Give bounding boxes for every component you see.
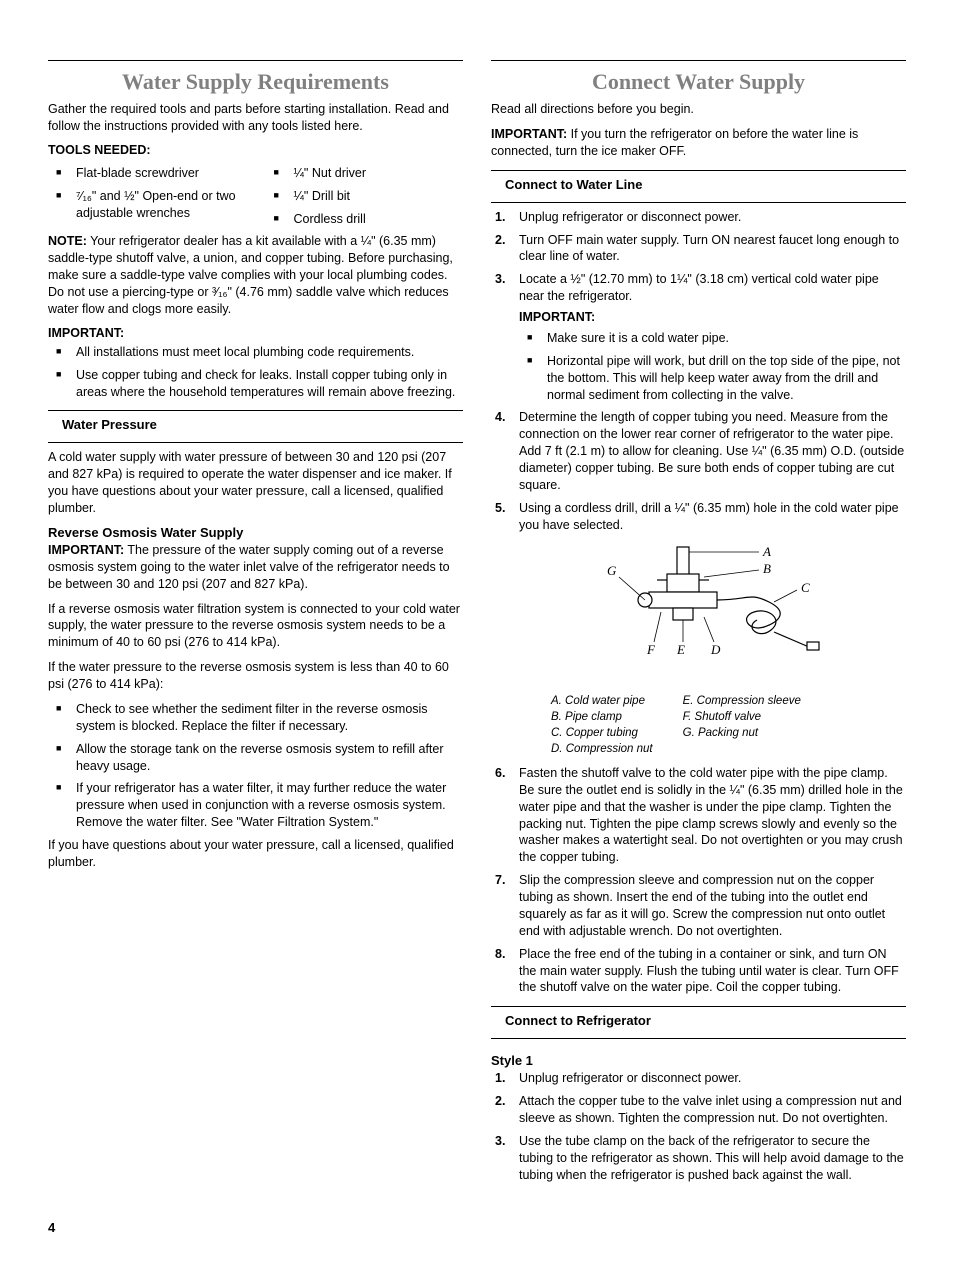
- page-number: 4: [48, 1220, 906, 1235]
- step-item: 4.Determine the length of copper tubing …: [491, 409, 906, 493]
- step-item: 3.Locate a ½" (12.70 mm) to 1¼" (3.18 cm…: [491, 271, 906, 403]
- note-label: NOTE:: [48, 234, 87, 248]
- divider: [48, 442, 463, 443]
- step-text: Turn OFF main water supply. Turn ON near…: [519, 233, 899, 264]
- section-title-water-requirements: Water Supply Requirements: [48, 60, 463, 95]
- divider: [491, 1006, 906, 1007]
- step-text: Determine the length of copper tubing yo…: [519, 410, 904, 492]
- step-text: Fasten the shutoff valve to the cold wat…: [519, 766, 903, 864]
- step-text: Unplug refrigerator or disconnect power.: [519, 1071, 741, 1085]
- reverse-osmosis-heading: Reverse Osmosis Water Supply: [48, 525, 463, 540]
- tool-item: ¼" Nut driver: [266, 165, 464, 182]
- tools-list-left: Flat-blade screwdriver ⁷⁄₁₆" and ½" Open…: [48, 165, 246, 222]
- step-text: Unplug refrigerator or disconnect power.: [519, 210, 741, 224]
- ro-item: Allow the storage tank on the reverse os…: [48, 741, 463, 775]
- connect-steps-cont: 6.Fasten the shutoff valve to the cold w…: [491, 765, 906, 996]
- step3-subitem: Horizontal pipe will work, but drill on …: [519, 353, 906, 404]
- diagram-label-d: D: [710, 642, 721, 657]
- important-item: Use copper tubing and check for leaks. I…: [48, 367, 463, 401]
- diagram-label-f: F: [646, 642, 656, 657]
- divider: [491, 1038, 906, 1039]
- two-column-layout: Water Supply Requirements Gather the req…: [48, 60, 906, 1190]
- ro-important-label: IMPORTANT:: [48, 543, 124, 557]
- left-column: Water Supply Requirements Gather the req…: [48, 60, 463, 1190]
- step-item: 8.Place the free end of the tubing in a …: [491, 946, 906, 997]
- step-text: Locate a ½" (12.70 mm) to 1¼" (3.18 cm) …: [519, 272, 879, 303]
- note-paragraph: NOTE: Your refrigerator dealer has a kit…: [48, 233, 463, 317]
- diagram-label-b: B: [763, 561, 771, 576]
- legend-right-col: E. Compression sleeve F. Shutoff valve G…: [683, 693, 801, 757]
- legend-item: D. Compression nut: [551, 741, 653, 757]
- connect-water-line-heading: Connect to Water Line: [491, 177, 906, 192]
- step3-sublist: Make sure it is a cold water pipe. Horiz…: [519, 330, 906, 404]
- ro-item: Check to see whether the sediment filter…: [48, 701, 463, 735]
- important-label: IMPORTANT:: [48, 326, 463, 340]
- tool-item: Flat-blade screwdriver: [48, 165, 246, 182]
- intro-text-right: Read all directions before you begin.: [491, 101, 906, 118]
- step-text: Use the tube clamp on the back of the re…: [519, 1134, 904, 1182]
- step-item: 1.Unplug refrigerator or disconnect powe…: [491, 209, 906, 226]
- legend-item: F. Shutoff valve: [683, 709, 801, 725]
- legend-item: A. Cold water pipe: [551, 693, 653, 709]
- valve-diagram-svg: A B C D E F G: [549, 542, 849, 682]
- ro-p3: If the water pressure to the reverse osm…: [48, 659, 463, 693]
- divider: [491, 202, 906, 203]
- step-text: Slip the compression sleeve and compress…: [519, 873, 885, 938]
- important-item: All installations must meet local plumbi…: [48, 344, 463, 361]
- divider: [491, 170, 906, 171]
- style1-steps: 1.Unplug refrigerator or disconnect powe…: [491, 1070, 906, 1183]
- intro-text: Gather the required tools and parts befo…: [48, 101, 463, 135]
- legend-left-col: A. Cold water pipe B. Pipe clamp C. Copp…: [551, 693, 653, 757]
- step-item: 6.Fasten the shutoff valve to the cold w…: [491, 765, 906, 866]
- step-item: 2.Attach the copper tube to the valve in…: [491, 1093, 906, 1127]
- ro-important: IMPORTANT: The pressure of the water sup…: [48, 542, 463, 593]
- tools-needed-label: TOOLS NEEDED:: [48, 143, 463, 157]
- ro-list: Check to see whether the sediment filter…: [48, 701, 463, 831]
- style1-heading: Style 1: [491, 1053, 906, 1068]
- water-pressure-heading: Water Pressure: [48, 417, 463, 432]
- manual-page: Water Supply Requirements Gather the req…: [0, 0, 954, 1275]
- step-text: Attach the copper tube to the valve inle…: [519, 1094, 902, 1125]
- diagram-legend: A. Cold water pipe B. Pipe clamp C. Copp…: [491, 693, 906, 757]
- tool-item: Cordless drill: [266, 211, 464, 228]
- important-list: All installations must meet local plumbi…: [48, 344, 463, 401]
- section-title-connect-supply: Connect Water Supply: [491, 60, 906, 95]
- step-item: 5.Using a cordless drill, drill a ¼" (6.…: [491, 500, 906, 534]
- diagram-label-c: C: [801, 580, 810, 595]
- step-item: 1.Unplug refrigerator or disconnect powe…: [491, 1070, 906, 1087]
- step3-important-label: IMPORTANT:: [519, 309, 906, 326]
- legend-item: G. Packing nut: [683, 725, 801, 741]
- tools-list-right: ¼" Nut driver ¼" Drill bit Cordless dril…: [266, 165, 464, 228]
- right-important: IMPORTANT: If you turn the refrigerator …: [491, 126, 906, 160]
- tool-item: ¼" Drill bit: [266, 188, 464, 205]
- right-column: Connect Water Supply Read all directions…: [491, 60, 906, 1190]
- legend-item: C. Copper tubing: [551, 725, 653, 741]
- note-body: Your refrigerator dealer has a kit avail…: [48, 234, 453, 316]
- connect-steps: 1.Unplug refrigerator or disconnect powe…: [491, 209, 906, 534]
- ro-p2: If a reverse osmosis water filtration sy…: [48, 601, 463, 652]
- step-item: 7.Slip the compression sleeve and compre…: [491, 872, 906, 940]
- valve-diagram: A B C D E F G: [491, 542, 906, 687]
- divider: [48, 410, 463, 411]
- step-text: Place the free end of the tubing in a co…: [519, 947, 899, 995]
- diagram-label-e: E: [676, 642, 685, 657]
- ro-item: If your refrigerator has a water filter,…: [48, 780, 463, 831]
- tool-item: ⁷⁄₁₆" and ½" Open-end or two adjustable …: [48, 188, 246, 222]
- legend-item: E. Compression sleeve: [683, 693, 801, 709]
- diagram-label-g: G: [607, 563, 617, 578]
- ro-p4: If you have questions about your water p…: [48, 837, 463, 871]
- step3-subitem: Make sure it is a cold water pipe.: [519, 330, 906, 347]
- legend-item: B. Pipe clamp: [551, 709, 653, 725]
- water-pressure-body: A cold water supply with water pressure …: [48, 449, 463, 517]
- step-item: 3.Use the tube clamp on the back of the …: [491, 1133, 906, 1184]
- step-item: 2.Turn OFF main water supply. Turn ON ne…: [491, 232, 906, 266]
- tools-columns: Flat-blade screwdriver ⁷⁄₁₆" and ½" Open…: [48, 161, 463, 234]
- connect-refrigerator-heading: Connect to Refrigerator: [491, 1013, 906, 1028]
- step-text: Using a cordless drill, drill a ¼" (6.35…: [519, 501, 899, 532]
- right-important-label: IMPORTANT:: [491, 127, 567, 141]
- diagram-label-a: A: [762, 544, 771, 559]
